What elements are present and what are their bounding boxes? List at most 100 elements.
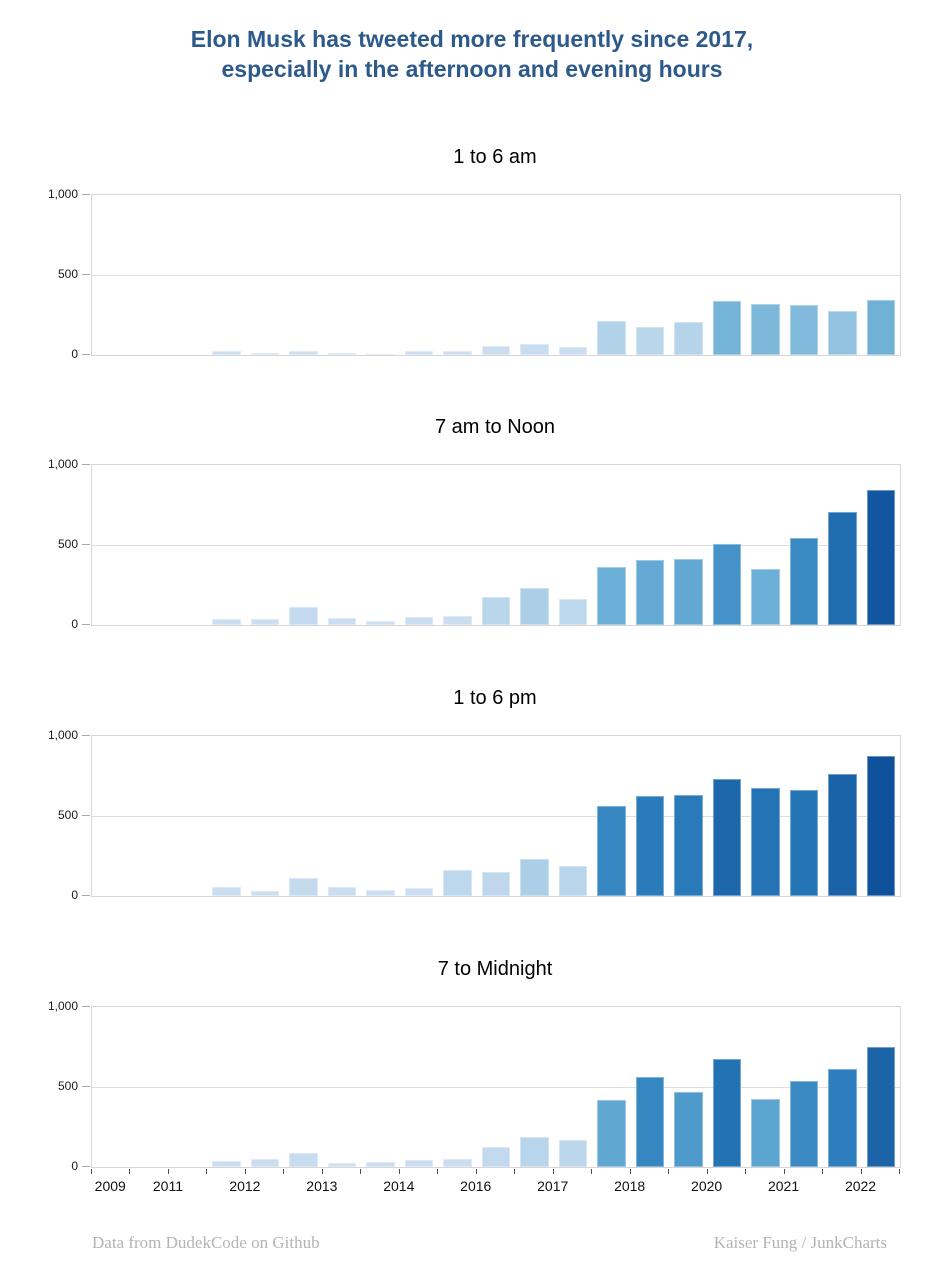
bar-2020h2 [712, 778, 742, 896]
y-axis-tick-mark [82, 735, 90, 736]
y-axis-tick-mark [82, 815, 90, 816]
bar-2022h1 [828, 310, 857, 355]
bar-2013h1 [289, 1153, 318, 1167]
y-axis-tick-label: 1,000 [47, 999, 78, 1013]
bar-2021h2 [789, 1080, 819, 1167]
bar-2021h1 [751, 1098, 780, 1167]
x-axis-tick-mark [206, 1169, 208, 1174]
bar-2020h1 [674, 322, 703, 355]
bar-2013h1 [289, 878, 318, 896]
bar-2013h1 [289, 351, 318, 355]
x-axis-tick-mark [629, 1169, 631, 1174]
page-title: Elon Musk has tweeted more frequently si… [0, 24, 944, 84]
bar-2021h1 [751, 569, 780, 625]
bar-2017h2 [558, 866, 588, 896]
y-axis-tick-label: 1,000 [47, 187, 78, 201]
y-axis-tick-mark [82, 544, 90, 545]
x-axis-tick-mark [91, 1169, 92, 1174]
x-axis-tick-mark [321, 1169, 323, 1174]
bar-2013h2 [327, 1163, 357, 1167]
y-axis-tick-mark [82, 624, 90, 625]
x-axis-tick-mark [283, 1169, 285, 1174]
plot-area [91, 1006, 901, 1168]
bar-2016h2 [481, 596, 511, 625]
bar-2016h2 [481, 872, 511, 896]
bar-2018h1 [597, 321, 626, 355]
x-axis-tick-mark [167, 1169, 169, 1174]
bar-2014h2 [404, 351, 434, 355]
bar-2014h1 [366, 1161, 395, 1167]
gridline-500 [92, 545, 900, 546]
x-axis-tick-mark [822, 1169, 824, 1174]
x-axis-tick-mark [244, 1169, 246, 1174]
footer-source-credit: Data from DudekCode on Github [92, 1233, 320, 1252]
bar-2012h1 [212, 618, 241, 625]
chart-title: 1 to 6 am [453, 146, 537, 168]
x-axis-tick-mark [129, 1169, 131, 1174]
x-axis-tick-mark [745, 1169, 747, 1174]
bar-2014h1 [366, 621, 395, 625]
bar-2012h1 [212, 350, 241, 355]
bar-2022h1 [828, 512, 857, 625]
bar-2022h2 [866, 299, 895, 355]
bar-2014h1 [366, 353, 395, 355]
x-axis-tick-mark [706, 1169, 708, 1174]
y-axis-tick-mark [82, 1006, 90, 1007]
plot-area [91, 464, 901, 626]
x-axis-tick-mark [475, 1169, 477, 1174]
x-axis-year-label: 2014 [383, 1178, 415, 1194]
bar-2021h2 [789, 305, 819, 355]
bar-2022h2 [866, 1047, 895, 1167]
bar-2020h1 [674, 794, 703, 896]
y-axis-tick-mark [82, 1166, 90, 1167]
y-axis-tick-label: 0 [71, 1159, 78, 1173]
gridline-500 [92, 816, 900, 817]
bar-2022h1 [828, 1069, 857, 1167]
y-axis-tick-label: 0 [71, 617, 78, 631]
x-axis-tick-mark [552, 1169, 554, 1174]
bar-2012h2 [250, 353, 280, 355]
x-axis-year-label: 2011 [152, 1178, 183, 1194]
bar-2012h2 [250, 890, 280, 896]
bar-2018h2 [635, 326, 665, 355]
plot-area [91, 194, 901, 356]
x-axis-tick-mark [668, 1169, 670, 1174]
bar-2021h1 [751, 788, 780, 896]
bar-2014h2 [404, 888, 434, 896]
bar-2016h1 [443, 870, 472, 896]
chart-title: 7 am to Noon [434, 416, 556, 438]
y-axis-tick-label: 500 [57, 1079, 78, 1093]
bar-2021h2 [789, 789, 819, 896]
bar-2016h1 [443, 350, 472, 355]
y-axis-tick-label: 500 [57, 808, 78, 822]
bar-2014h2 [404, 617, 434, 625]
x-axis-tick-mark [437, 1169, 439, 1174]
y-axis-tick-label: 0 [71, 888, 78, 902]
bar-2017h2 [558, 599, 588, 625]
bar-2018h2 [635, 795, 665, 896]
bar-2013h2 [327, 617, 357, 625]
chart-title: 7 to Midnight [437, 958, 553, 980]
page-title-line1: Elon Musk has tweeted more frequently si… [190, 26, 754, 52]
page-title-line2: especially in the afternoon and evening … [221, 56, 723, 82]
bar-2014h1 [366, 889, 395, 896]
bar-2018h1 [597, 1099, 626, 1167]
footer-author-credit: Kaiser Fung / JunkCharts [713, 1233, 887, 1252]
bar-2018h2 [635, 1076, 665, 1167]
bar-2012h2 [250, 619, 280, 625]
bar-2018h1 [597, 806, 626, 896]
y-axis-tick-mark [82, 194, 90, 195]
bar-2014h2 [404, 1160, 434, 1167]
y-axis-tick-mark [82, 354, 90, 355]
x-axis-year-label: 2013 [306, 1178, 338, 1194]
bar-2021h2 [789, 537, 819, 625]
gridline-500 [92, 1087, 900, 1088]
y-axis-tick-mark [82, 1086, 90, 1087]
x-axis-year-label: 2009 [94, 1178, 126, 1194]
bar-2022h2 [866, 489, 895, 625]
x-axis-tick-mark [398, 1169, 400, 1174]
y-axis-tick-label: 1,000 [47, 728, 78, 742]
x-axis-tick-mark [860, 1169, 862, 1174]
x-axis-year-label: 2020 [691, 1178, 723, 1194]
y-axis-tick-mark [82, 274, 90, 275]
